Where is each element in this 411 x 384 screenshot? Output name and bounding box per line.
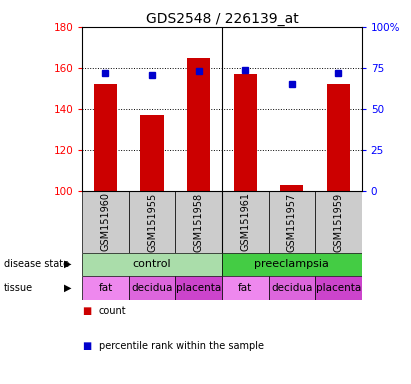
Bar <box>327 84 350 191</box>
Bar <box>280 185 303 191</box>
Bar <box>268 191 315 253</box>
Bar <box>268 276 315 300</box>
Text: fat: fat <box>238 283 252 293</box>
Text: control: control <box>133 259 171 269</box>
Text: ▶: ▶ <box>64 283 71 293</box>
Text: placenta: placenta <box>176 283 221 293</box>
Bar <box>233 74 257 191</box>
Bar <box>82 253 222 276</box>
Text: GSM151959: GSM151959 <box>333 192 343 252</box>
Bar <box>222 276 268 300</box>
Text: decidua: decidua <box>132 283 173 293</box>
Bar <box>129 191 175 253</box>
Text: fat: fat <box>98 283 113 293</box>
Bar <box>315 276 362 300</box>
Bar <box>141 115 164 191</box>
Text: percentile rank within the sample: percentile rank within the sample <box>99 341 263 351</box>
Text: disease state: disease state <box>4 259 69 269</box>
Bar <box>82 191 129 253</box>
Text: GSM151955: GSM151955 <box>147 192 157 252</box>
Bar <box>315 191 362 253</box>
Text: placenta: placenta <box>316 283 361 293</box>
Bar <box>82 276 129 300</box>
Bar <box>187 58 210 191</box>
Text: GSM151960: GSM151960 <box>101 192 111 252</box>
Bar <box>94 84 117 191</box>
Text: count: count <box>99 306 126 316</box>
Text: ■: ■ <box>82 341 92 351</box>
Text: GSM151958: GSM151958 <box>194 192 203 252</box>
Text: preeclampsia: preeclampsia <box>254 259 329 269</box>
Bar <box>129 276 175 300</box>
Bar <box>222 191 268 253</box>
Text: GSM151957: GSM151957 <box>287 192 297 252</box>
Text: GSM151961: GSM151961 <box>240 192 250 252</box>
Text: decidua: decidua <box>271 283 312 293</box>
Bar <box>175 191 222 253</box>
Text: ■: ■ <box>82 306 92 316</box>
Bar <box>175 276 222 300</box>
Text: ▶: ▶ <box>64 259 71 269</box>
Title: GDS2548 / 226139_at: GDS2548 / 226139_at <box>145 12 298 26</box>
Bar <box>222 253 362 276</box>
Text: tissue: tissue <box>4 283 33 293</box>
